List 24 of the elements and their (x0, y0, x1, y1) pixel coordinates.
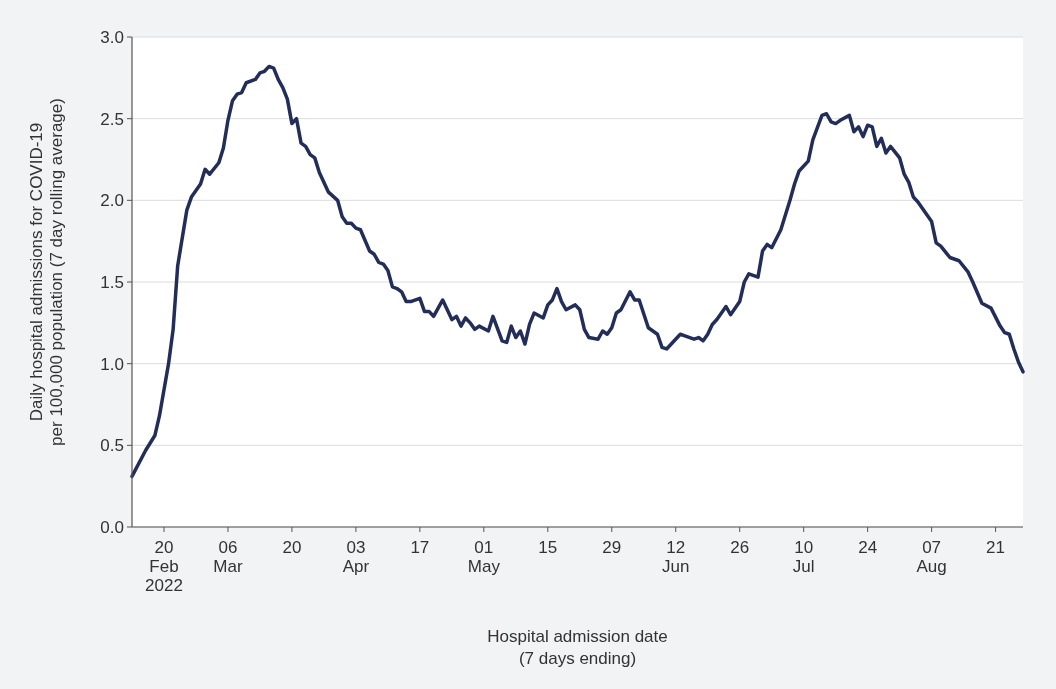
x-tick-label: 17 (410, 538, 430, 557)
line-series (130, 64, 1025, 479)
y-tick-label: 1.5 (100, 272, 124, 292)
x-tick-label: 07 Aug (916, 538, 947, 576)
y-tick-label: 0.5 (100, 436, 124, 456)
x-tick-label: 20 (282, 538, 302, 557)
y-tick-label: 0.0 (100, 517, 124, 537)
x-axis-title: Hospital admission date (7 days ending) (487, 627, 668, 668)
x-tick-label: 15 (538, 538, 558, 557)
x-tick-label: 06 Mar (213, 538, 243, 576)
x-tick-label: 26 (730, 538, 750, 557)
y-axis-title: Daily hospital admissions for COVID-19 per 100,000 population (7 day rolling average) (27, 98, 66, 446)
x-tick-label: 24 (858, 538, 878, 557)
x-tick-label: 03 Apr (342, 538, 370, 576)
y-tick-label: 2.0 (100, 191, 124, 211)
x-tick-label: 21 (986, 538, 1006, 557)
x-tick-label: 20 Feb 2022 (145, 538, 183, 595)
x-tick-label: 29 (602, 538, 622, 557)
y-tick-label: 1.0 (100, 354, 124, 374)
x-tick-label: 10 Jul (792, 538, 815, 576)
y-tick-label: 3.0 (100, 27, 124, 47)
x-tick-label: 01 May (467, 538, 501, 576)
x-tick-label: 12 Jun (662, 538, 690, 576)
y-tick-label: 2.5 (100, 109, 124, 129)
